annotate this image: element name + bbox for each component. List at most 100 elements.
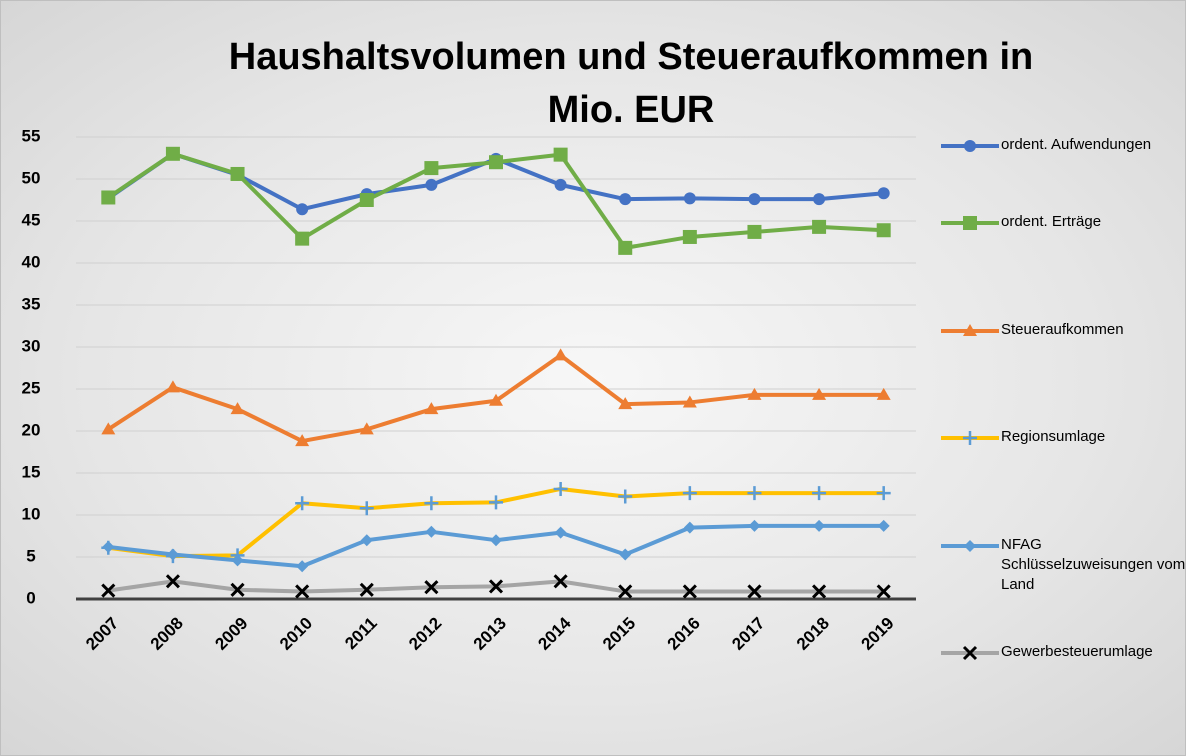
legend-swatch [941,431,999,445]
x-tick-label: 2010 [276,614,316,654]
x-tick-label: 2009 [211,614,251,654]
marker [489,393,503,406]
marker [813,193,826,206]
marker [682,229,697,244]
marker [424,402,439,415]
legend-item: NFAG Schlüsselzuweisungen vom Land [941,536,1186,595]
marker [748,519,761,532]
legend-item: Gewerbesteuerumlage [941,643,1185,663]
marker [360,534,373,547]
marker [165,380,180,393]
marker [489,495,503,510]
marker [425,178,438,191]
marker [682,584,697,599]
marker [165,146,180,161]
marker [876,486,891,501]
legend-label: Regionsumlage [1001,428,1106,445]
marker [619,548,632,561]
y-tick-label: 50 [22,168,41,187]
y-tick-label: 45 [22,210,41,229]
marker [231,554,244,567]
x-tick-label: 2013 [470,614,510,654]
y-tick-label: 55 [22,126,41,145]
x-tick-label: 2015 [599,614,639,654]
marker [683,192,696,205]
marker [166,548,179,561]
y-tick-label: 15 [22,462,41,481]
marker [748,193,761,206]
marker [618,240,633,255]
marker [553,481,568,496]
legend-swatch [941,216,999,230]
y-tick-label: 5 [26,546,35,565]
marker [359,582,374,597]
marker [489,155,503,170]
marker [682,395,697,408]
y-tick-label: 40 [22,252,41,271]
marker [618,397,633,410]
marker [295,231,310,246]
marker [490,534,502,547]
marker [296,203,309,216]
marker [876,223,891,238]
marker [553,574,568,589]
marker [553,147,568,162]
marker [101,422,116,435]
marker [964,540,976,552]
y-tick-label: 30 [22,336,41,355]
legend-label: ordent. Aufwendungen [1001,136,1152,153]
y-tick-label: 35 [22,294,41,313]
marker [359,422,374,435]
x-tick-label: 2007 [82,614,122,654]
marker [877,187,890,200]
marker [963,324,977,336]
y-tick-label: 25 [22,378,41,397]
marker [230,166,245,181]
marker [554,526,567,539]
marker [877,519,890,532]
marker [683,521,696,534]
marker [553,348,568,361]
marker [747,584,762,599]
marker [102,540,115,553]
marker [962,645,978,661]
legend-item: ordent. Aufwendungen [941,136,1185,156]
marker [813,519,826,532]
legend-label: Steueraufkommen [1001,321,1124,338]
marker [682,486,697,501]
marker [619,193,632,206]
marker [812,387,827,400]
marker [424,161,439,176]
marker [296,560,309,573]
marker [230,582,245,597]
x-tick-label: 2017 [728,614,768,654]
x-tick-label: 2014 [534,613,575,654]
marker [295,434,310,447]
legend-swatch [941,645,999,661]
marker [747,387,762,400]
marker [963,431,977,445]
x-tick-label: 2016 [664,614,704,654]
legend-item: Regionsumlage [941,428,1185,448]
marker [554,178,567,191]
marker [876,584,891,599]
legend-label: NFAG Schlüsselzuweisungen vom Land [1001,536,1186,593]
marker [359,501,374,516]
marker [812,219,827,234]
marker [424,496,439,511]
y-tick-label: 20 [22,420,41,439]
marker [425,525,438,538]
x-tick-label: 2011 [341,614,381,654]
legend-item: Steueraufkommen [941,321,1185,341]
marker [747,486,762,501]
legend-swatch [941,540,999,552]
marker [876,387,891,400]
marker [812,584,827,599]
marker [101,583,116,598]
marker [359,193,374,207]
marker [963,216,977,230]
marker [747,224,762,239]
marker [295,496,310,511]
marker [964,140,976,152]
